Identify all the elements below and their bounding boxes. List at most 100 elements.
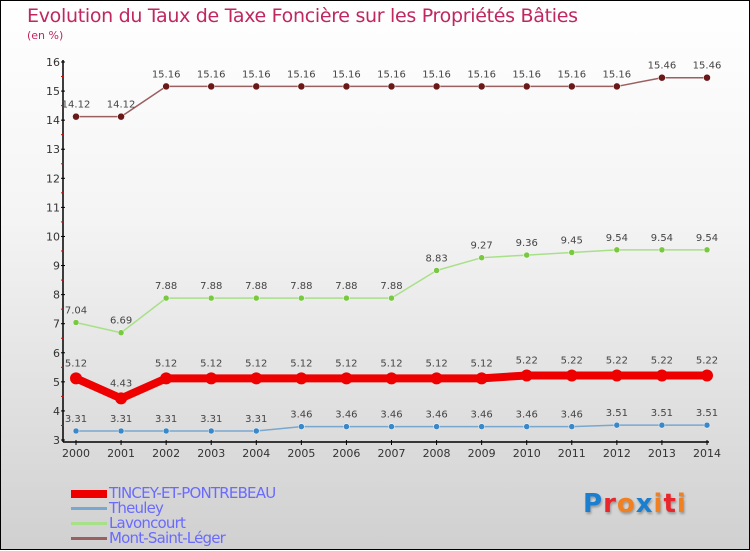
data-point (658, 246, 666, 254)
data-point (162, 294, 170, 302)
data-point (475, 372, 488, 385)
data-label: 7.88 (380, 281, 402, 292)
data-label: 5.22 (606, 355, 628, 366)
logo-letter: i (676, 489, 687, 519)
x-tick-label: 2000 (62, 447, 90, 460)
data-point (250, 372, 263, 385)
data-point (387, 82, 396, 91)
data-label: 5.12 (290, 358, 312, 369)
data-label: 7.04 (65, 306, 87, 317)
data-point (430, 372, 443, 385)
data-label: 6.69 (110, 316, 132, 327)
y-tick-label: 5 (53, 376, 60, 389)
data-point (523, 251, 530, 259)
data-label: 5.12 (425, 358, 447, 369)
y-tick-label: 13 (46, 143, 60, 156)
data-label: 15.16 (242, 69, 271, 80)
x-tick-label: 2011 (558, 447, 586, 460)
data-label: 3.46 (380, 410, 402, 421)
data-label: 9.54 (696, 233, 718, 244)
data-point (565, 369, 578, 382)
y-tick-label: 15 (46, 85, 60, 98)
legend-label: Mont-Saint-Léger (109, 529, 226, 547)
data-label: 5.12 (200, 358, 222, 369)
data-label: 5.12 (335, 358, 357, 369)
data-label: 5.12 (245, 358, 267, 369)
data-point (343, 294, 350, 302)
data-point (523, 423, 530, 430)
data-label: 5.12 (155, 358, 177, 369)
data-point (478, 254, 485, 261)
data-point (205, 372, 218, 385)
logo-letter: P (583, 489, 604, 519)
data-point (340, 372, 353, 385)
data-point (342, 82, 351, 91)
logo-letter: o (616, 489, 636, 519)
logo-letter: i (653, 489, 664, 519)
proxiti-logo: Proxiti (583, 489, 687, 519)
data-point (433, 423, 440, 430)
data-label: 9.54 (606, 233, 628, 244)
data-label: 4.43 (110, 378, 132, 389)
data-point (477, 82, 486, 91)
data-label: 15.16 (197, 69, 226, 80)
logo-letter: t (663, 489, 677, 519)
data-point (568, 249, 576, 256)
x-tick-label: 2010 (513, 447, 541, 460)
data-point (117, 329, 125, 336)
data-point (115, 392, 128, 405)
data-label: 3.46 (561, 410, 583, 421)
data-point (72, 427, 80, 435)
y-tick-label: 6 (53, 347, 60, 360)
data-point (295, 372, 308, 385)
data-label: 7.88 (290, 281, 312, 292)
data-point (568, 423, 576, 430)
data-point (613, 246, 621, 254)
data-label: 15.46 (693, 61, 722, 72)
data-point (298, 423, 305, 430)
x-tick-label: 2001 (107, 447, 135, 460)
x-tick-label: 2007 (378, 447, 406, 460)
data-point (252, 82, 261, 91)
data-point (703, 73, 711, 82)
data-point (117, 427, 125, 435)
data-point (297, 82, 306, 91)
data-label: 3.46 (516, 410, 538, 421)
data-point (160, 372, 173, 385)
data-label: 7.88 (335, 281, 357, 292)
data-label: 14.12 (107, 100, 136, 111)
data-point (655, 369, 668, 382)
logo-letter: x (635, 489, 654, 519)
data-point (343, 423, 350, 430)
logo-letter: r (603, 489, 617, 519)
data-label: 15.16 (603, 69, 632, 80)
legend-label: Theuley (109, 499, 164, 517)
data-label: 15.16 (332, 69, 361, 80)
data-label: 5.22 (516, 355, 538, 366)
legend-label: Lavoncourt (109, 514, 186, 532)
y-tick-label: 12 (46, 172, 60, 185)
data-point (117, 112, 125, 121)
x-tick-label: 2009 (468, 447, 496, 460)
x-tick-label: 2014 (693, 447, 721, 460)
data-point (658, 421, 666, 429)
data-label: 7.88 (245, 281, 267, 292)
data-point (207, 294, 215, 302)
y-tick-label: 14 (46, 114, 60, 127)
y-tick-label: 4 (53, 405, 60, 418)
data-point (520, 369, 533, 382)
data-label: 9.27 (471, 241, 493, 252)
data-point (658, 73, 666, 82)
data-label: 5.22 (561, 355, 583, 366)
data-label: 5.12 (380, 358, 402, 369)
data-point (385, 372, 398, 385)
x-tick-label: 2013 (648, 447, 676, 460)
data-point (207, 82, 215, 91)
data-point (613, 82, 621, 91)
data-point (388, 423, 395, 430)
data-point (610, 369, 623, 382)
data-label: 3.46 (335, 410, 357, 421)
data-label: 3.46 (471, 410, 493, 421)
